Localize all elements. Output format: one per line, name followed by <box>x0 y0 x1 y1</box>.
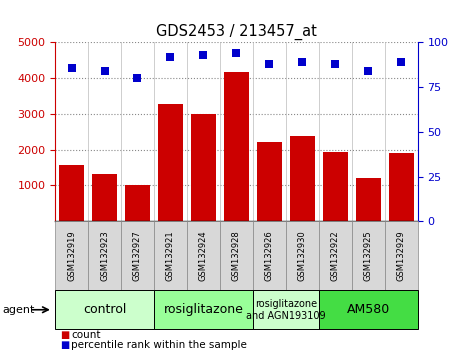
Text: rosiglitazone
and AGN193109: rosiglitazone and AGN193109 <box>246 299 325 321</box>
Text: agent: agent <box>2 305 35 315</box>
Point <box>134 75 141 81</box>
Point <box>101 68 108 74</box>
Bar <box>59 165 84 221</box>
Bar <box>257 142 282 221</box>
Point <box>167 54 174 59</box>
Text: GSM132927: GSM132927 <box>133 230 142 281</box>
Point <box>331 61 339 67</box>
Point <box>397 59 405 65</box>
Bar <box>290 136 315 221</box>
Bar <box>158 104 183 221</box>
Text: AM580: AM580 <box>347 303 390 316</box>
Title: GDS2453 / 213457_at: GDS2453 / 213457_at <box>156 23 317 40</box>
Bar <box>191 114 216 221</box>
Text: GSM132925: GSM132925 <box>364 230 373 281</box>
Point <box>266 61 273 67</box>
Text: GSM132930: GSM132930 <box>298 230 307 281</box>
Bar <box>92 175 117 221</box>
Text: control: control <box>83 303 126 316</box>
Text: count: count <box>71 330 101 339</box>
Bar <box>125 185 150 221</box>
Point <box>299 59 306 65</box>
Text: ■: ■ <box>60 330 69 339</box>
Text: GSM132923: GSM132923 <box>100 230 109 281</box>
Text: GSM132929: GSM132929 <box>397 230 406 281</box>
Point <box>68 65 75 70</box>
Text: rosiglitazone: rosiglitazone <box>163 303 243 316</box>
Text: GSM132922: GSM132922 <box>331 230 340 281</box>
Bar <box>389 153 414 221</box>
Point <box>200 52 207 58</box>
Text: GSM132921: GSM132921 <box>166 230 175 281</box>
Bar <box>356 178 381 221</box>
Point <box>364 68 372 74</box>
Text: GSM132919: GSM132919 <box>67 230 76 281</box>
Text: ■: ■ <box>60 340 69 350</box>
Text: GSM132926: GSM132926 <box>265 230 274 281</box>
Bar <box>224 72 249 221</box>
Text: percentile rank within the sample: percentile rank within the sample <box>71 340 247 350</box>
Text: GSM132924: GSM132924 <box>199 230 208 281</box>
Text: GSM132928: GSM132928 <box>232 230 241 281</box>
Point <box>233 50 240 56</box>
Bar <box>323 152 347 221</box>
